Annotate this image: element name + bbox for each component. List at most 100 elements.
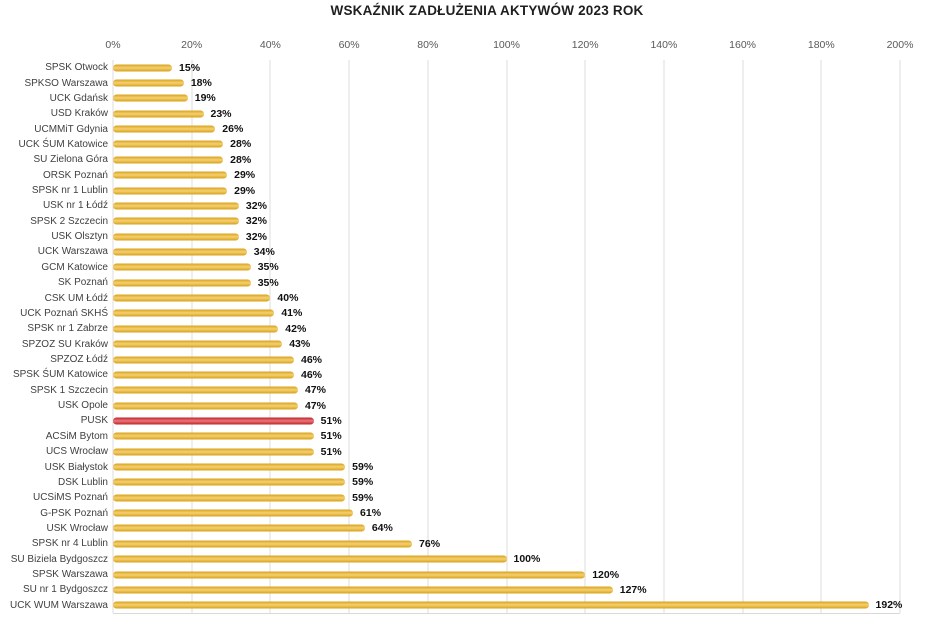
x-axis: 0% 20% 40% 60% 80% 100% 120% 140% 160% 180% 200% [105,39,913,53]
bar [113,371,294,379]
bar [113,279,251,287]
value-label: 46% [301,368,323,381]
bar-row: CSK UM Łódź 40% [0,290,900,305]
category-label: SU nr 1 Bydgoszcz [22,584,108,596]
bar-row: USK Olsztyn 32% [0,229,900,244]
bar-row: ORSK Poznań 29% [0,168,900,183]
gridlines [112,60,901,613]
value-label: 120% [592,568,620,581]
category-label: UCK Poznań SKHŚ [20,307,108,319]
bar [113,233,239,241]
category-label: SPSK nr 1 Lublin [31,185,108,197]
value-label: 59% [352,461,374,474]
value-label: 26% [222,123,244,136]
bar-area: 51% [113,444,900,459]
bar-row: SPZOZ Łódź 46% [0,352,900,367]
bar-area: 40% [113,290,900,305]
x-axis-line [113,613,900,614]
bar [113,586,613,594]
value-label: 61% [360,507,382,520]
bar-area: 35% [113,275,900,290]
bar [113,94,188,102]
bar-row: UCK WUM Warszawa 192% [0,598,902,613]
value-label: 127% [619,583,647,596]
bar-row: SPKSO Warszawa 18% [0,75,900,90]
bar-row: UCK Gdańsk 19% [0,91,900,106]
bar-row: ACSiM Bytom 51% [0,429,900,444]
category-label: PUSK [80,415,108,427]
category-label: UCK WUM Warszawa [10,599,108,611]
bar-area: 28% [113,152,900,167]
bar-area: 26% [113,121,900,136]
gridline [269,60,271,613]
bar-area: 32% [113,229,900,244]
value-label: 51% [320,430,342,443]
bar-area: 19% [113,91,900,106]
gridline [348,60,350,613]
x-axis-tick-label: 180% [807,39,835,51]
x-axis-tick-label: 140% [650,39,678,51]
bar-area: 32% [113,198,900,213]
category-label: SU Zielona Góra [33,154,108,166]
bar-area: 29% [113,183,900,198]
bar-row: UCS Wrocław 51% [0,444,900,459]
bar-area: 29% [113,168,900,183]
x-axis-tick-label: 160% [729,39,757,51]
category-label: SPSK nr 4 Lublin [31,538,108,550]
bar [113,478,346,486]
bar-area: 15% [113,60,900,75]
bar-area: 46% [113,352,900,367]
bar-area: 32% [113,214,900,229]
bar-row: SPSK nr 1 Zabrze 42% [0,321,900,336]
bar [113,356,294,363]
value-label: 35% [257,261,279,274]
bar-row: SU nr 1 Bydgoszcz 127% [0,582,900,597]
bar [113,263,251,271]
bar-row: SPSK 2 Szczecin 32% [0,214,900,229]
category-label: SPKSO Warszawa [24,77,108,89]
x-axis-tick-label: 40% [259,39,281,51]
bar-area: 51% [113,413,900,428]
value-label: 41% [281,307,303,320]
value-label: 18% [190,77,212,90]
x-axis-tick-label: 120% [571,39,599,51]
category-label: SPZOZ SU Kraków [21,338,108,350]
value-label: 47% [304,399,326,412]
bar-area: 47% [113,383,900,398]
bar-area: 18% [113,75,900,90]
x-axis-tick-label: 200% [886,39,914,51]
bar-row: GCM Katowice 35% [0,260,900,275]
bar-row: SPZOZ SU Kraków 43% [0,336,900,351]
category-label: USK Białystok [44,461,108,473]
x-axis-tick-label: 0% [105,39,121,51]
category-label: USD Kraków [50,108,108,120]
bar [113,64,173,72]
gridline [663,60,665,613]
bar [113,110,204,118]
category-label: USK Opole [57,400,108,412]
category-label: UCSiMS Poznań [32,492,108,504]
bar-area: 59% [113,459,900,474]
bar [113,601,869,609]
category-label: SPSK 2 Szczecin [30,215,108,227]
bar-area: 76% [113,536,900,551]
category-label: UCMMiT Gdynia [34,123,108,135]
category-label: G-PSK Poznań [40,507,108,519]
value-label: 42% [285,322,307,335]
bar-row: USK Białystok 59% [0,459,900,474]
value-label: 43% [289,338,311,351]
value-label: 46% [301,353,323,366]
bar-area: 35% [113,260,900,275]
bar [113,448,314,456]
value-label: 59% [352,476,374,489]
bar [113,309,275,317]
bar-row: SU Biziela Bydgoszcz 100% [0,552,900,567]
bar-row: SU Zielona Góra 28% [0,152,900,167]
bar-row: USK Opole 47% [0,398,900,413]
gridline [191,60,193,613]
value-label: 28% [230,138,252,151]
bar [113,402,298,410]
category-label: SPSK 1 Szczecin [30,384,108,396]
category-label: ACSiM Bytom [45,430,108,442]
